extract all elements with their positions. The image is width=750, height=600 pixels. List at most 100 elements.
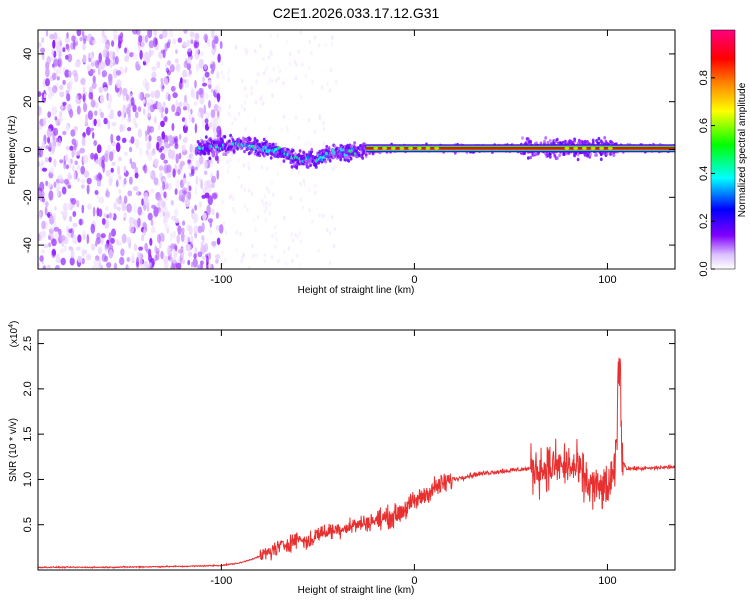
- noise-blob: [93, 258, 98, 266]
- noise-blob: [94, 110, 98, 116]
- noise-blob: [183, 106, 187, 111]
- signal-halo: [204, 135, 208, 139]
- noise-blob: [216, 71, 220, 80]
- noise-blob: [144, 242, 148, 252]
- noise-blob: [100, 236, 104, 245]
- noise-blob: [150, 170, 156, 180]
- noise-blob: [58, 228, 62, 236]
- noise-blob: [237, 157, 241, 163]
- noise-blob: [299, 94, 303, 99]
- noise-blob: [261, 198, 264, 204]
- noise-blob: [196, 90, 199, 101]
- signal-halo: [253, 136, 257, 141]
- noise-blob: [107, 119, 111, 130]
- noise-blob: [110, 167, 114, 173]
- noise-blob: [100, 111, 105, 119]
- signal-halo: [247, 141, 251, 146]
- noise-blob: [45, 201, 49, 208]
- noise-blob: [200, 241, 204, 250]
- noise-blob: [331, 35, 335, 41]
- noise-blob: [221, 199, 224, 204]
- noise-blob: [97, 246, 103, 255]
- signal-halo: [266, 152, 270, 156]
- noise-blob: [303, 182, 307, 187]
- noise-blob: [162, 180, 166, 191]
- noise-blob: [153, 177, 159, 186]
- noise-blob: [162, 211, 166, 217]
- noise-blob: [104, 43, 110, 50]
- noise-blob: [194, 123, 198, 134]
- noise-blob: [91, 81, 97, 89]
- noise-blob: [167, 135, 173, 142]
- noise-blob: [175, 63, 181, 72]
- noise-blob: [38, 42, 42, 48]
- signal-halo: [229, 141, 233, 146]
- noise-blob: [185, 73, 192, 78]
- noise-blob: [62, 130, 67, 136]
- center-line-node: [599, 146, 605, 150]
- noise-blob: [93, 175, 98, 180]
- noise-blob: [45, 78, 50, 87]
- signal-halo: [317, 161, 321, 165]
- noise-blob: [71, 148, 75, 158]
- noise-blob: [90, 69, 96, 74]
- noise-blob: [132, 186, 139, 191]
- noise-blob: [116, 206, 121, 211]
- noise-blob: [54, 206, 57, 211]
- noise-blob: [93, 118, 97, 127]
- signal-halo: [232, 149, 236, 153]
- noise-blob: [244, 50, 248, 56]
- noise-blob: [184, 117, 188, 128]
- noise-blob: [246, 207, 249, 212]
- signal-halo: [310, 147, 314, 152]
- noise-blob: [105, 205, 109, 211]
- noise-blob: [104, 243, 110, 249]
- noise-blob: [47, 111, 52, 118]
- noise-blob: [92, 75, 96, 84]
- signal-halo: [243, 149, 246, 154]
- noise-blob: [56, 42, 61, 53]
- noise-blob: [306, 140, 309, 145]
- noise-blob: [80, 77, 86, 86]
- noise-blob: [110, 133, 114, 144]
- noise-blob: [267, 80, 270, 85]
- noise-blob: [175, 262, 182, 269]
- noise-blob: [95, 159, 100, 165]
- noise-blob: [213, 132, 218, 138]
- noise-blob: [38, 91, 42, 97]
- noise-blob: [164, 206, 168, 213]
- snr-background: [38, 330, 675, 570]
- noise-blob: [126, 107, 131, 115]
- noise-blob: [38, 142, 41, 147]
- noise-blob: [215, 225, 220, 231]
- noise-blob: [47, 136, 51, 144]
- noise-blob: [54, 116, 58, 121]
- noise-blob: [299, 197, 303, 203]
- noise-blob: [111, 228, 116, 237]
- noise-blob: [176, 234, 180, 244]
- noise-blob: [69, 257, 75, 266]
- noise-blob: [154, 245, 158, 254]
- noise-blob: [161, 131, 165, 140]
- noise-blob: [133, 243, 138, 252]
- noise-blob: [227, 77, 231, 82]
- noise-blob: [187, 159, 192, 164]
- noise-blob: [126, 49, 130, 57]
- top-y-axis: -40 -20 0 20 40: [22, 48, 675, 253]
- signal-halo: [576, 157, 580, 162]
- noise-blob: [43, 244, 49, 248]
- noise-blob: [122, 87, 128, 97]
- heatmap-marks: [38, 30, 675, 269]
- noise-blob: [125, 264, 129, 269]
- noise-blob: [297, 136, 300, 141]
- noise-blob: [82, 95, 85, 101]
- noise-blob: [182, 177, 186, 186]
- y-tick-label: 1.5: [22, 427, 34, 442]
- signal-halo: [270, 152, 274, 156]
- noise-blob: [104, 150, 109, 157]
- noise-blob: [272, 192, 275, 197]
- noise-blob: [73, 142, 77, 151]
- noise-blob: [243, 86, 247, 91]
- noise-blob: [211, 48, 216, 56]
- center-line-node: [590, 146, 596, 150]
